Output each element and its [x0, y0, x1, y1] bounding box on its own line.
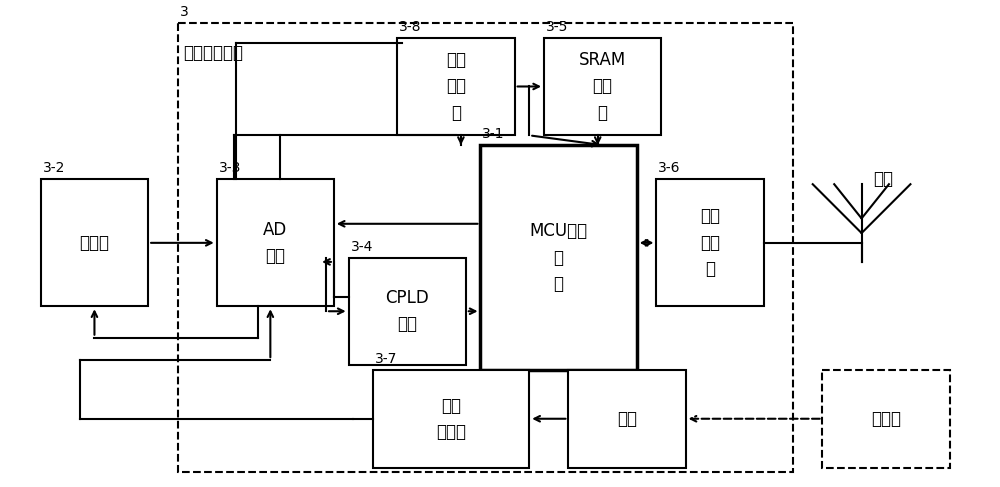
- Bar: [349, 258, 466, 365]
- Text: 电源
模块二: 电源 模块二: [436, 396, 466, 441]
- Text: 3-7: 3-7: [375, 352, 397, 366]
- Text: 3: 3: [179, 5, 188, 19]
- Bar: [397, 37, 515, 135]
- Text: SRAM
模块
二: SRAM 模块 二: [579, 51, 626, 122]
- Bar: [217, 179, 334, 306]
- Text: 3-5: 3-5: [546, 19, 568, 34]
- Text: 检波器: 检波器: [79, 234, 109, 252]
- Text: 3-8: 3-8: [399, 19, 422, 34]
- Text: 3-2: 3-2: [43, 161, 65, 175]
- Text: 无线
模块
二: 无线 模块 二: [700, 207, 720, 278]
- Bar: [544, 37, 661, 135]
- Text: 充电器: 充电器: [871, 410, 901, 428]
- Text: 时钟
模块
二: 时钟 模块 二: [446, 51, 466, 122]
- Text: 3-6: 3-6: [658, 161, 681, 175]
- Text: 3-1: 3-1: [482, 127, 505, 141]
- Bar: [373, 370, 529, 468]
- Text: 天线: 天线: [873, 169, 893, 187]
- Bar: [568, 370, 686, 468]
- Text: CPLD
模块: CPLD 模块: [385, 289, 429, 334]
- Text: 3-3: 3-3: [219, 161, 241, 175]
- Text: 3-4: 3-4: [350, 240, 373, 254]
- Text: AD
模块: AD 模块: [263, 221, 287, 265]
- Bar: [41, 179, 148, 306]
- Bar: [480, 145, 637, 370]
- Bar: [656, 179, 764, 306]
- Text: 电池: 电池: [617, 410, 637, 428]
- Bar: [178, 23, 793, 472]
- Text: MCU模块
二
二: MCU模块 二 二: [530, 222, 588, 293]
- Bar: [822, 370, 950, 468]
- Text: 无线采集终端: 无线采集终端: [183, 44, 243, 62]
